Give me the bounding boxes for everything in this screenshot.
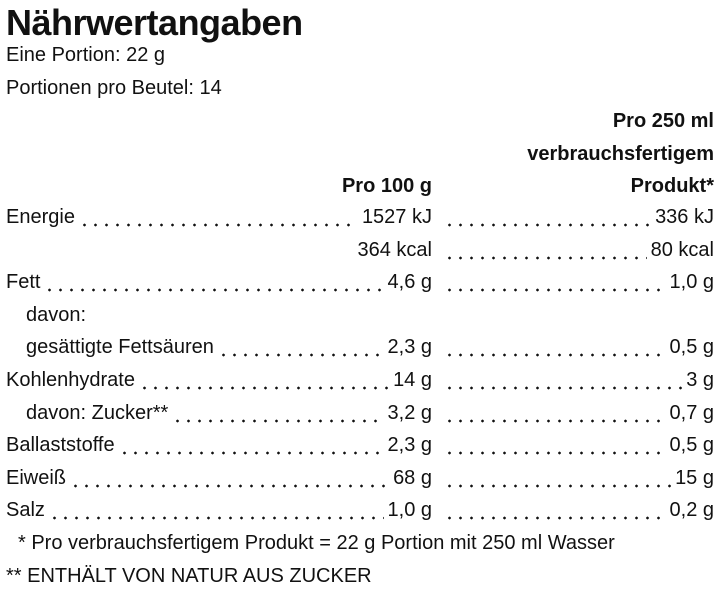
dot-leader <box>78 201 358 234</box>
dot-leader <box>444 233 647 267</box>
column-header: verbrauchsfertigem <box>527 142 714 165</box>
row-label: Energie <box>6 206 75 228</box>
cell-group: 0,5 g <box>440 429 714 462</box>
cell-group: davon: <box>6 299 432 332</box>
value-per-portion: 0,7 g <box>669 401 714 424</box>
row-label: Kohlenhydrate <box>6 369 135 391</box>
row-label: davon: Zucker** <box>26 401 169 424</box>
dot-leader <box>444 331 666 364</box>
value-per-100g: 68 g <box>393 466 432 489</box>
row-label: Fett <box>6 271 41 294</box>
value-per-portion: 0,5 g <box>669 336 714 359</box>
table-row: Energie 1527 kJ 336 kJ <box>6 201 714 234</box>
column-header: Produkt* <box>630 175 714 197</box>
dot-leader <box>48 494 384 527</box>
value-per-portion: 0,2 g <box>669 499 714 522</box>
cell-group: 336 kJ <box>440 201 714 234</box>
cell-group: Ballaststoffe 2,3 g <box>6 429 432 462</box>
value-per-portion: 15 g <box>675 466 714 489</box>
dot-leader <box>44 266 384 299</box>
table-row: 364 kcal 80 kcal <box>6 233 714 267</box>
table-row: Salz 1,0 g 0,2 g <box>6 494 714 527</box>
cell-group: 80 kcal <box>440 233 714 267</box>
serving-info: Portionen pro Beutel: 14 <box>6 77 222 99</box>
cell-group: Salz 1,0 g <box>6 494 432 527</box>
cell-group: Energie 1527 kJ <box>6 201 432 234</box>
dot-leader <box>118 429 384 462</box>
footnote: * Pro verbrauchsfertigem Produkt = 22 g … <box>18 532 615 554</box>
cell-group: Eiweiß 68 g <box>6 461 432 495</box>
row-label: Eiweiß <box>6 466 67 489</box>
value-per-100g: 1,0 g <box>387 499 432 522</box>
dot-leader <box>444 494 666 527</box>
value-per-portion: 3 g <box>686 369 714 391</box>
column-header: Pro 250 ml <box>612 110 714 132</box>
cell-group: Kohlenhydrate 14 g <box>6 364 432 397</box>
row-label: Salz <box>6 499 45 522</box>
value-per-100g: 364 kcal <box>357 238 433 261</box>
value-per-portion: 80 kcal <box>650 238 714 261</box>
dot-leader <box>172 396 384 430</box>
value-per-100g: 4,6 g <box>387 271 432 294</box>
dot-leader <box>444 364 683 397</box>
value-per-portion: 1,0 g <box>669 271 714 294</box>
dot-leader <box>444 429 666 462</box>
column-header: Pro 100 g <box>341 175 432 197</box>
serving-info: Eine Portion: 22 g <box>6 44 165 66</box>
dot-leader <box>70 461 390 495</box>
footnote: ** ENTHÄLT VON NATUR AUS ZUCKER <box>6 565 372 587</box>
value-per-100g: 2,3 g <box>387 336 432 359</box>
cell-group: 0,5 g <box>440 331 714 364</box>
title: Nährwertangaben <box>6 2 303 43</box>
cell-group: 3 g <box>440 364 714 397</box>
table-row: davon: Zucker** 3,2 g 0,7 g <box>6 396 714 430</box>
value-per-100g: 1527 kJ <box>361 206 432 228</box>
value-per-100g: 14 g <box>393 369 432 391</box>
dot-leader <box>444 201 652 234</box>
value-per-100g: 3,2 g <box>387 401 432 424</box>
cell-group: 0,7 g <box>440 396 714 430</box>
table-row: gesättigte Fettsäuren 2,3 g 0,5 g <box>6 331 714 364</box>
dot-leader <box>217 331 384 364</box>
value-per-portion: 0,5 g <box>669 434 714 457</box>
cell-group: 1,0 g <box>440 266 714 299</box>
dot-leader <box>444 461 672 495</box>
dot-leader <box>444 396 666 430</box>
table-row: Kohlenhydrate 14 g 3 g <box>6 364 714 397</box>
table-row: Fett 4,6 g 1,0 g <box>6 266 714 299</box>
cell-group: Fett 4,6 g <box>6 266 432 299</box>
row-label: gesättigte Fettsäuren <box>26 336 214 359</box>
table-row: davon: <box>6 299 714 332</box>
cell-group: 364 kcal <box>6 234 433 267</box>
row-label: Ballaststoffe <box>6 434 115 457</box>
dot-leader <box>138 364 390 397</box>
table-row: Eiweiß 68 g 15 g <box>6 461 714 495</box>
cell-group: gesättigte Fettsäuren 2,3 g <box>6 331 432 364</box>
dot-leader <box>444 266 666 299</box>
value-per-portion: 336 kJ <box>655 206 714 228</box>
cell-group: 15 g <box>440 461 714 495</box>
cell-group: 0,2 g <box>440 494 714 527</box>
cell-group: davon: Zucker** 3,2 g <box>6 396 432 430</box>
row-label: davon: <box>26 303 87 326</box>
table-row: Ballaststoffe 2,3 g 0,5 g <box>6 429 714 462</box>
value-per-100g: 2,3 g <box>387 434 432 457</box>
